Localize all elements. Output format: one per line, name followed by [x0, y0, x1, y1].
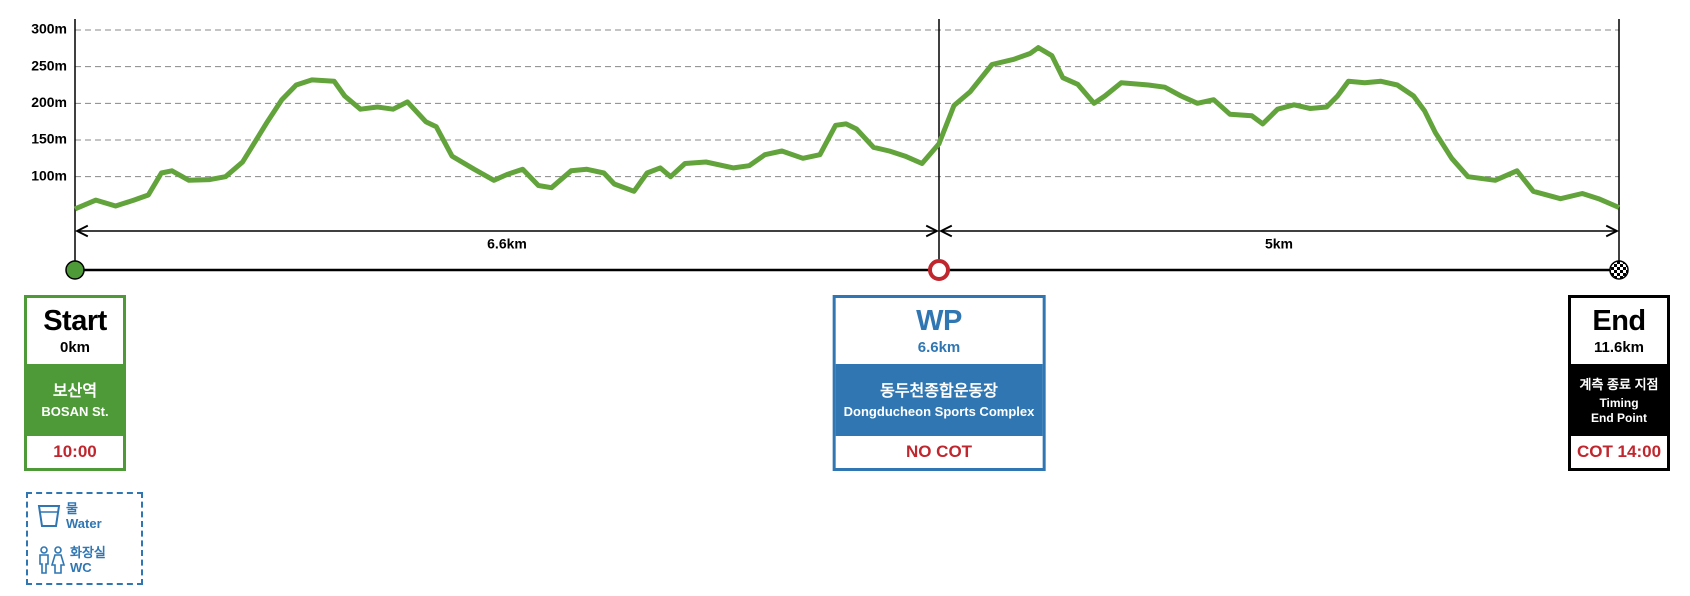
checkpoint-header: End 11.6km [1571, 298, 1667, 364]
wc-icon [39, 546, 66, 574]
water-icon [37, 505, 61, 527]
checkpoint-name: Start [43, 305, 107, 337]
elevation-line [74, 45, 1620, 212]
checkpoint-header: Start 0km [27, 298, 123, 364]
checkpoint-place: 계측 종료 지점 Timing End Point [1571, 364, 1667, 436]
place-english: End Point [1591, 411, 1647, 425]
facility-text: 물 Water [66, 501, 102, 531]
distance-label: 5km [1265, 236, 1293, 252]
checkpoint-header: WP 6.6km [836, 298, 1043, 364]
facilities-box: 물 Water 화장실 WC [26, 492, 143, 585]
facility-korean: 물 [66, 501, 78, 516]
checkpoint-marker [928, 259, 950, 281]
checkpoint-name: End [1592, 305, 1646, 337]
place-english: BOSAN St. [41, 403, 109, 419]
facility-english: Water [66, 516, 102, 531]
checkpoint-distance: 0km [59, 339, 91, 356]
checkpoint-cot: NO COT [905, 442, 973, 461]
place-english: Dongducheon Sports Complex [843, 403, 1035, 419]
y-tick-label: 300m [31, 21, 67, 37]
checkpoint-box: WP 6.6km 동두천종합운동장 Dongducheon Sports Comple… [832, 295, 1046, 471]
distance-label: 6.6km [487, 236, 527, 252]
place-korean: 보산역 [52, 382, 98, 400]
y-tick-label: 250m [31, 57, 67, 73]
checkpoint-marker [1609, 260, 1629, 280]
checkpoint-cot: COT 14:00 [1576, 442, 1662, 461]
facility-korean: 화장실 [70, 545, 106, 560]
checkpoint-name: WP [916, 305, 962, 337]
place-english: Timing [1599, 396, 1639, 410]
checkpoint-place: 보산역 BOSAN St. [27, 364, 123, 436]
facility-item: 물 Water [28, 494, 141, 538]
facility-english: WC [70, 560, 92, 575]
checkpoint-distance: 11.6km [1593, 339, 1645, 356]
y-tick-label: 200m [31, 94, 67, 110]
checkpoint-cot: 10:00 [53, 442, 97, 461]
checkpoint-box: End 11.6km 계측 종료 지점 Timing End Point COT 14:0… [1568, 295, 1670, 471]
y-tick-label: 150m [31, 131, 67, 147]
checkpoint-distance: 6.6km [917, 339, 961, 356]
y-tick-label: 100m [31, 167, 67, 183]
checkpoint-place: 동두천종합운동장 Dongducheon Sports Complex [835, 364, 1043, 436]
checkpoint-box: Start 0km 보산역 BOSAN St. 10:00 [24, 295, 126, 471]
facility-text: 화장실 WC [70, 545, 106, 575]
place-korean: 동두천종합운동장 [880, 382, 998, 400]
facility-item: 화장실 WC [28, 538, 141, 582]
place-korean: 계측 종료 지점 [1579, 377, 1659, 392]
checkpoint-marker [65, 260, 85, 280]
